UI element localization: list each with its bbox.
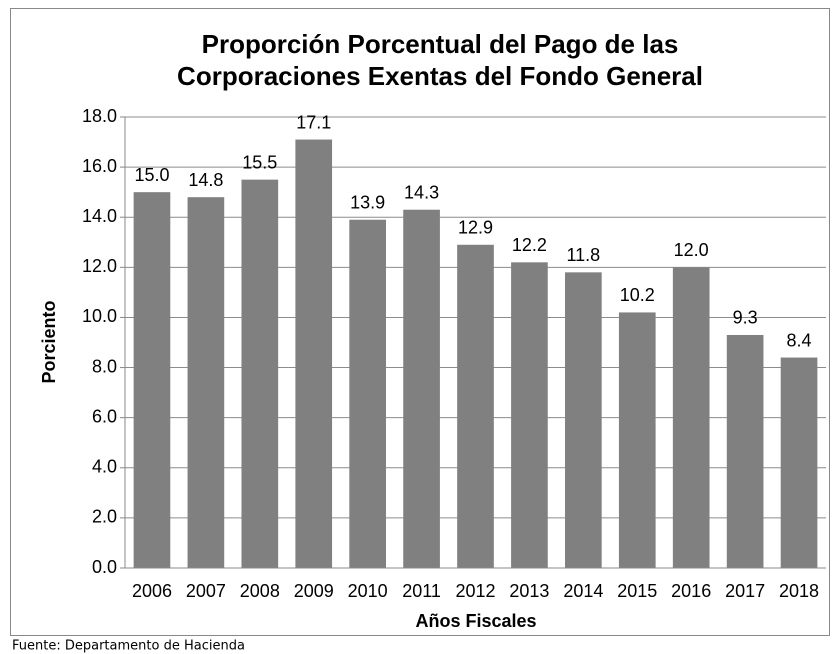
bar [241, 179, 279, 568]
bar [780, 357, 818, 568]
x-tick-label: 2014 [563, 581, 603, 601]
x-tick-label: 2011 [402, 581, 441, 601]
x-tick-label: 2007 [186, 581, 226, 601]
x-tick-label: 2013 [509, 581, 549, 601]
data-label: 12.0 [674, 240, 709, 260]
y-tick-label: 4.0 [92, 457, 117, 477]
y-tick-label: 8.0 [92, 356, 117, 376]
y-tick-label: 6.0 [92, 406, 117, 426]
data-label: 15.0 [134, 165, 169, 185]
y-tick-label: 10.0 [82, 306, 117, 326]
bar [133, 192, 171, 568]
data-label: 8.4 [787, 330, 812, 350]
y-tick-label: 12.0 [82, 256, 117, 276]
bar [457, 244, 494, 569]
bar [511, 262, 548, 568]
data-label: 9.3 [733, 308, 758, 328]
x-tick-label: 2018 [779, 581, 819, 601]
bar [403, 209, 440, 568]
bar [295, 139, 333, 569]
x-tick-label: 2015 [617, 581, 657, 601]
y-tick-label: 0.0 [92, 557, 117, 577]
y-tick-label: 2.0 [92, 507, 117, 527]
chart-title: Proporción Porcentual del Pago de las [202, 29, 679, 59]
bar [672, 267, 710, 568]
y-tick-label: 18.0 [82, 106, 117, 126]
data-label: 17.1 [296, 112, 331, 132]
data-label: 12.9 [458, 218, 493, 238]
y-tick-label: 14.0 [82, 206, 117, 226]
data-label: 13.9 [350, 192, 385, 212]
x-tick-label: 2016 [671, 581, 711, 601]
bar [565, 272, 602, 568]
y-axis-title: Porciento [39, 300, 59, 383]
data-label: 14.3 [404, 182, 439, 202]
x-tick-label: 2010 [348, 581, 388, 601]
bar [187, 197, 225, 568]
x-tick-label: 2012 [455, 581, 495, 601]
data-label: 10.2 [620, 285, 655, 305]
x-tick-label: 2009 [294, 581, 334, 601]
y-tick-label: 16.0 [82, 156, 117, 176]
data-label: 14.8 [188, 170, 223, 190]
x-tick-label: 2006 [132, 581, 172, 601]
data-label: 15.5 [242, 152, 277, 172]
x-axis-title: Años Fiscales [415, 611, 536, 631]
data-label: 11.8 [566, 245, 600, 265]
source-note: Fuente: Departamento de Hacienda [12, 639, 245, 654]
x-tick-label: 2017 [725, 581, 765, 601]
x-tick-label: 2008 [240, 581, 280, 601]
chart-subtitle: Corporaciones Exentas del Fondo General [177, 61, 703, 91]
bar [349, 219, 386, 568]
data-label: 12.2 [512, 235, 547, 255]
bar [726, 334, 764, 568]
bar [618, 312, 656, 568]
